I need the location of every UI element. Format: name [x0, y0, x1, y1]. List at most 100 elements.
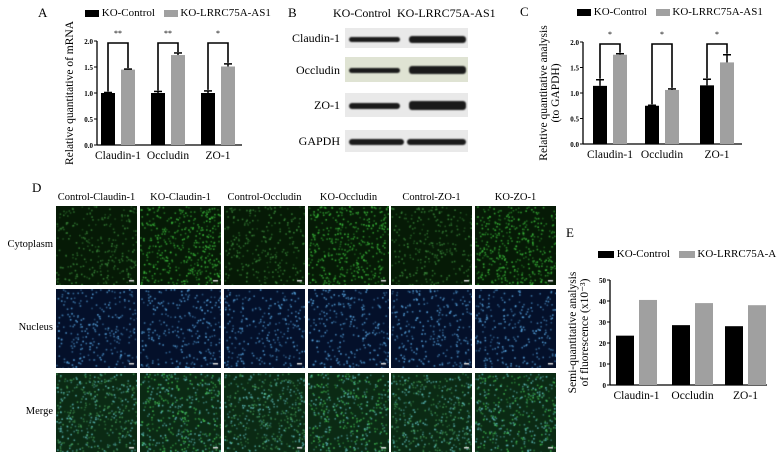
if-column-header: KO-Claudin-1 — [150, 192, 211, 203]
if-image-merge-3 — [224, 373, 305, 452]
if-image-cytoplasm-5 — [391, 206, 472, 285]
legend-ko-label: KO-LRRC75A-AS1 — [672, 6, 763, 18]
blot-zo-1 — [345, 93, 468, 117]
blot-header-ko: KO-LRRC75A-AS1 — [397, 6, 496, 20]
y-tick-label: 10 — [599, 361, 607, 369]
if-column-header: Control-Claudin-1 — [57, 192, 136, 203]
band-control — [348, 138, 405, 145]
band-ko — [408, 35, 466, 43]
if-image-nucleus-4 — [308, 289, 389, 368]
bar-control-claudin-1 — [616, 335, 634, 385]
blot-row-label: Claudin-1 — [292, 31, 340, 45]
band-control — [348, 102, 401, 109]
if-image-merge-5 — [391, 373, 472, 452]
significance-bracket — [651, 43, 673, 105]
x-tick-label: Claudin-1 — [587, 149, 633, 161]
y-tick-label: 50 — [599, 277, 607, 285]
legend-swatch-control — [85, 9, 99, 17]
significance-marker: * — [216, 29, 220, 38]
legend-swatch-ko — [678, 250, 695, 258]
legend-a: KO-Control KO-LRRC75A-AS1 — [85, 7, 271, 19]
x-tick-label: Claudin-1 — [95, 150, 141, 162]
if-image-nucleus-2 — [140, 289, 221, 368]
legend-c: KO-Control KO-LRRC75A-AS1 — [577, 6, 763, 18]
x-tick-label: Occludin — [147, 150, 189, 162]
y-axis-label: of fluorescence (x10⁻³) — [579, 278, 591, 386]
y-tick-label: 2.0 — [570, 39, 579, 47]
bar-ko-occludin — [665, 89, 679, 144]
panel-label-d: D — [32, 180, 42, 195]
bar-ko-occludin — [695, 303, 713, 385]
bar-ko-zo-1 — [720, 62, 734, 144]
y-axis-label: (to GAPDH) — [550, 63, 562, 122]
bar-control-occludin — [645, 105, 659, 144]
if-image-cytoplasm-6 — [475, 206, 556, 285]
y-tick-label: 0.5 — [84, 116, 93, 124]
if-column-header: KO-Occludin — [319, 192, 378, 203]
significance-bracket — [207, 42, 229, 90]
x-tick-label: ZO-1 — [733, 390, 758, 402]
blot-row-label: Occludin — [296, 62, 340, 77]
y-tick-label: 2.0 — [84, 38, 93, 46]
significance-marker: * — [608, 30, 612, 39]
bar-control-zo-1 — [700, 85, 714, 144]
band-ko — [408, 66, 466, 75]
band-control — [348, 36, 401, 42]
panel-label-e: E — [566, 225, 574, 240]
y-tick-label: 20 — [599, 340, 607, 348]
if-row-label: Merge — [25, 405, 53, 417]
if-image-merge-6 — [475, 373, 556, 452]
blot-claudin-1 — [345, 28, 468, 48]
if-image-merge-4 — [308, 373, 389, 452]
significance-marker: ** — [164, 29, 172, 38]
y-axis-label: Relative quantitative of mRNA — [64, 20, 76, 165]
panel-label-b: B — [288, 5, 297, 20]
significance-bracket — [157, 42, 179, 91]
panel-label-a: A — [38, 5, 48, 20]
band-ko — [406, 138, 466, 145]
y-axis-label: Relative quantitative analysis — [538, 25, 550, 161]
bar-control-claudin-1 — [101, 93, 115, 145]
bar-ko-zo-1 — [748, 305, 766, 385]
y-tick-label: 0.0 — [84, 142, 93, 150]
if-column-header: KO-ZO-1 — [494, 192, 537, 203]
legend-e: KO-Control KO-LRRC75A-AS1 — [598, 248, 777, 260]
chart-c: 0.0 0.5 1.0 1.5 2.0 Relative quantitative ana… — [538, 25, 742, 161]
if-image-merge-1 — [56, 373, 137, 452]
if-image-nucleus-6 — [475, 289, 556, 368]
if-row-label: Nucleus — [18, 321, 53, 333]
bar-ko-claudin-1 — [613, 54, 627, 144]
if-image-cytoplasm-2 — [140, 206, 221, 285]
chart-e: 0 10 20 30 40 50 Semi-quantitative analysis of … — [567, 271, 767, 402]
legend-ko-label: KO-LRRC75A-AS1 — [697, 248, 777, 260]
bar-ko-claudin-1 — [121, 69, 135, 145]
blot-occludin — [345, 57, 468, 82]
legend-swatch-ko — [655, 8, 670, 16]
bar-control-zo-1 — [725, 326, 743, 385]
band-control — [348, 67, 401, 73]
significance-marker: * — [715, 30, 719, 39]
chart-a: 0.0 0.5 1.0 1.5 2.0 Relative quantitative of … — [64, 20, 242, 165]
y-tick-label: 1.5 — [570, 65, 579, 73]
x-tick-label: ZO-1 — [206, 150, 231, 162]
x-tick-label: ZO-1 — [705, 149, 730, 161]
legend-swatch-control — [577, 8, 591, 16]
significance-bracket — [107, 42, 129, 92]
blot-gapdh — [345, 130, 468, 152]
if-image-nucleus-1 — [56, 289, 137, 368]
y-axis-label: Semi-quantitative analysis — [567, 271, 579, 393]
bar-control-claudin-1 — [593, 85, 607, 144]
legend-swatch-ko — [163, 9, 178, 17]
band-ko — [408, 101, 466, 111]
panel-label-c: C — [520, 4, 529, 19]
y-tick-label: 0.5 — [570, 116, 579, 124]
bar-control-occludin — [672, 325, 690, 385]
y-tick-label: 30 — [599, 319, 607, 327]
x-tick-label: Occludin — [641, 149, 683, 161]
legend-swatch-control — [598, 250, 614, 258]
legend-control-label: KO-Control — [616, 248, 670, 260]
significance-marker: * — [660, 30, 664, 39]
bar-ko-claudin-1 — [639, 299, 657, 385]
legend-control-label: KO-Control — [101, 7, 155, 19]
